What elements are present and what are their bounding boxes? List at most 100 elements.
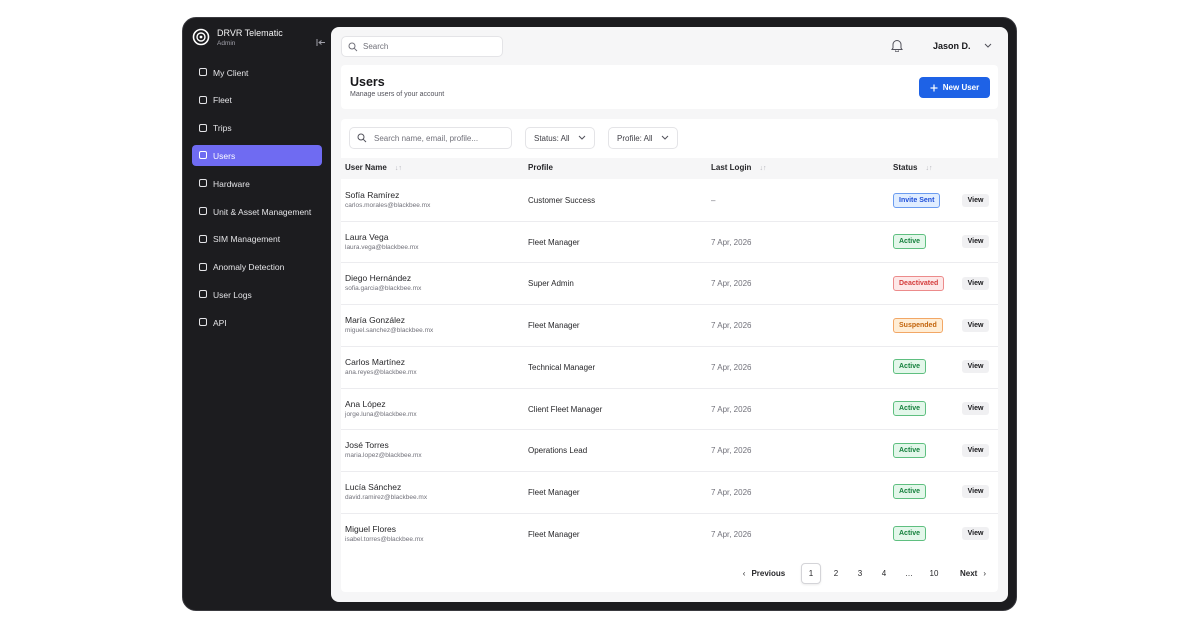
nav-label: Fleet bbox=[213, 95, 232, 106]
view-button[interactable]: View bbox=[962, 527, 989, 541]
row-divider bbox=[341, 387, 998, 389]
nav-icon bbox=[199, 151, 207, 160]
next-button[interactable]: Next › bbox=[956, 563, 990, 584]
nav-item[interactable]: Anomaly Detection bbox=[192, 257, 322, 278]
nav-item[interactable]: Users bbox=[192, 145, 322, 167]
last-login: 7 Apr, 2026 bbox=[711, 362, 752, 372]
table-search-icon bbox=[357, 133, 367, 143]
profile-filter[interactable]: Profile: All bbox=[608, 127, 678, 149]
nav-icon bbox=[199, 95, 207, 104]
column-header[interactable]: Status ↓↑ bbox=[893, 163, 933, 172]
nav-item[interactable]: SIM Management bbox=[192, 229, 322, 250]
column-header[interactable]: User Name ↓↑ bbox=[345, 163, 402, 172]
row-divider bbox=[341, 429, 998, 431]
user-email: laura.vega@blackbee.mx bbox=[345, 243, 419, 251]
new-user-button[interactable]: New User bbox=[919, 77, 990, 98]
nav-icon bbox=[199, 318, 207, 327]
page-button[interactable]: 4 bbox=[881, 569, 887, 578]
nav-item[interactable]: My Client bbox=[192, 62, 322, 83]
page-header bbox=[341, 65, 998, 109]
nav-label: Unit & Asset Management bbox=[213, 206, 312, 217]
global-search[interactable]: Search bbox=[341, 36, 503, 57]
user-menu[interactable]: Jason D. bbox=[933, 41, 971, 51]
nav-item[interactable]: Trips bbox=[192, 118, 322, 139]
last-login: 7 Apr, 2026 bbox=[711, 487, 752, 497]
nav-icon bbox=[199, 68, 207, 76]
row-divider bbox=[341, 304, 998, 306]
user-name: Carlos Martínez bbox=[345, 356, 405, 367]
nav-item[interactable]: User Logs bbox=[192, 284, 322, 305]
user-email: david.ramirez@blackbee.mx bbox=[345, 493, 428, 501]
view-button[interactable]: View bbox=[962, 318, 989, 332]
user-name: Miguel Flores bbox=[345, 523, 397, 534]
status-filter-label: Status: All bbox=[534, 133, 570, 143]
sort-icon: ↓↑ bbox=[394, 165, 402, 172]
nav-label: User Logs bbox=[213, 289, 252, 300]
column-header[interactable]: Last Login ↓↑ bbox=[711, 163, 767, 172]
search-icon bbox=[348, 42, 358, 52]
last-login: 7 Apr, 2026 bbox=[711, 404, 752, 414]
sort-icon: ↓↑ bbox=[925, 165, 933, 172]
page-button[interactable]: 10 bbox=[929, 569, 939, 578]
user-name: Diego Hernández bbox=[345, 273, 412, 284]
search-placeholder: Search bbox=[363, 42, 389, 51]
nav-item[interactable]: API bbox=[192, 312, 322, 333]
user-profile: Super Admin bbox=[528, 279, 574, 289]
sort-icon: ↓↑ bbox=[759, 165, 767, 172]
view-button[interactable]: View bbox=[962, 193, 989, 207]
app-name: DRVR Telematic bbox=[217, 28, 283, 38]
user-name: José Torres bbox=[345, 440, 389, 451]
nav-item[interactable]: Fleet bbox=[192, 90, 322, 111]
page-title: Users bbox=[350, 75, 385, 89]
page-button[interactable]: 2 bbox=[833, 569, 839, 578]
status-badge: Active bbox=[893, 526, 927, 542]
user-profile: Operations Lead bbox=[528, 446, 588, 456]
nav-item[interactable]: Unit & Asset Management bbox=[192, 201, 322, 222]
profile-filter-label: Profile: All bbox=[617, 133, 653, 143]
notifications-button[interactable] bbox=[891, 39, 903, 52]
view-button[interactable]: View bbox=[962, 360, 989, 374]
user-email: jorge.luna@blackbee.mx bbox=[345, 410, 417, 418]
nav-icon bbox=[199, 290, 207, 299]
chevron bbox=[661, 135, 669, 140]
view-button[interactable]: View bbox=[962, 402, 989, 415]
user-email: ana.reyes@blackbee.mx bbox=[345, 368, 417, 376]
nav-label: Hardware bbox=[213, 178, 250, 189]
view-button[interactable]: View bbox=[962, 443, 989, 457]
last-login: – bbox=[711, 196, 716, 205]
user-email: sofia.garcia@blackbee.mx bbox=[345, 285, 422, 293]
user-name: Ana López bbox=[345, 398, 386, 409]
view-button[interactable]: View bbox=[962, 235, 989, 249]
user-profile: Client Fleet Manager bbox=[528, 404, 603, 414]
nav-label: API bbox=[213, 317, 227, 328]
status-badge: Active bbox=[893, 484, 927, 500]
page-button[interactable]: 3 bbox=[857, 569, 863, 578]
view-button[interactable]: View bbox=[962, 276, 989, 290]
previous-label: Previous bbox=[751, 569, 786, 578]
last-login: 7 Apr, 2026 bbox=[711, 237, 752, 247]
page-button[interactable]: … bbox=[905, 569, 913, 578]
page-button[interactable]: 1 bbox=[801, 563, 821, 584]
view-button[interactable]: View bbox=[962, 485, 989, 499]
status-filter[interactable]: Status: All bbox=[525, 127, 595, 149]
row-divider bbox=[341, 220, 998, 222]
user-menu-chevron bbox=[984, 43, 992, 48]
last-login: 7 Apr, 2026 bbox=[711, 529, 752, 539]
table-search[interactable]: Search name, email, profile... bbox=[349, 127, 512, 149]
user-profile: Fleet Manager bbox=[528, 529, 580, 539]
status-badge: Invite Sent bbox=[893, 192, 941, 208]
user-profile: Fleet Manager bbox=[528, 237, 580, 247]
nav-label: Users bbox=[213, 150, 236, 161]
user-email: isabel.torres@blackbee.mx bbox=[345, 535, 424, 543]
last-login: 7 Apr, 2026 bbox=[711, 279, 752, 289]
nav-item[interactable]: Hardware bbox=[192, 173, 322, 194]
nav-icon bbox=[199, 179, 207, 188]
column-header[interactable]: Profile bbox=[528, 163, 553, 172]
user-name: María González bbox=[345, 315, 405, 326]
user-name: Sofía Ramírez bbox=[345, 190, 400, 200]
collapse-button[interactable] bbox=[316, 38, 326, 47]
nav-label: Anomaly Detection bbox=[213, 262, 285, 273]
plus-icon bbox=[930, 84, 938, 91]
previous-button[interactable]: ‹ Previous bbox=[738, 563, 790, 584]
